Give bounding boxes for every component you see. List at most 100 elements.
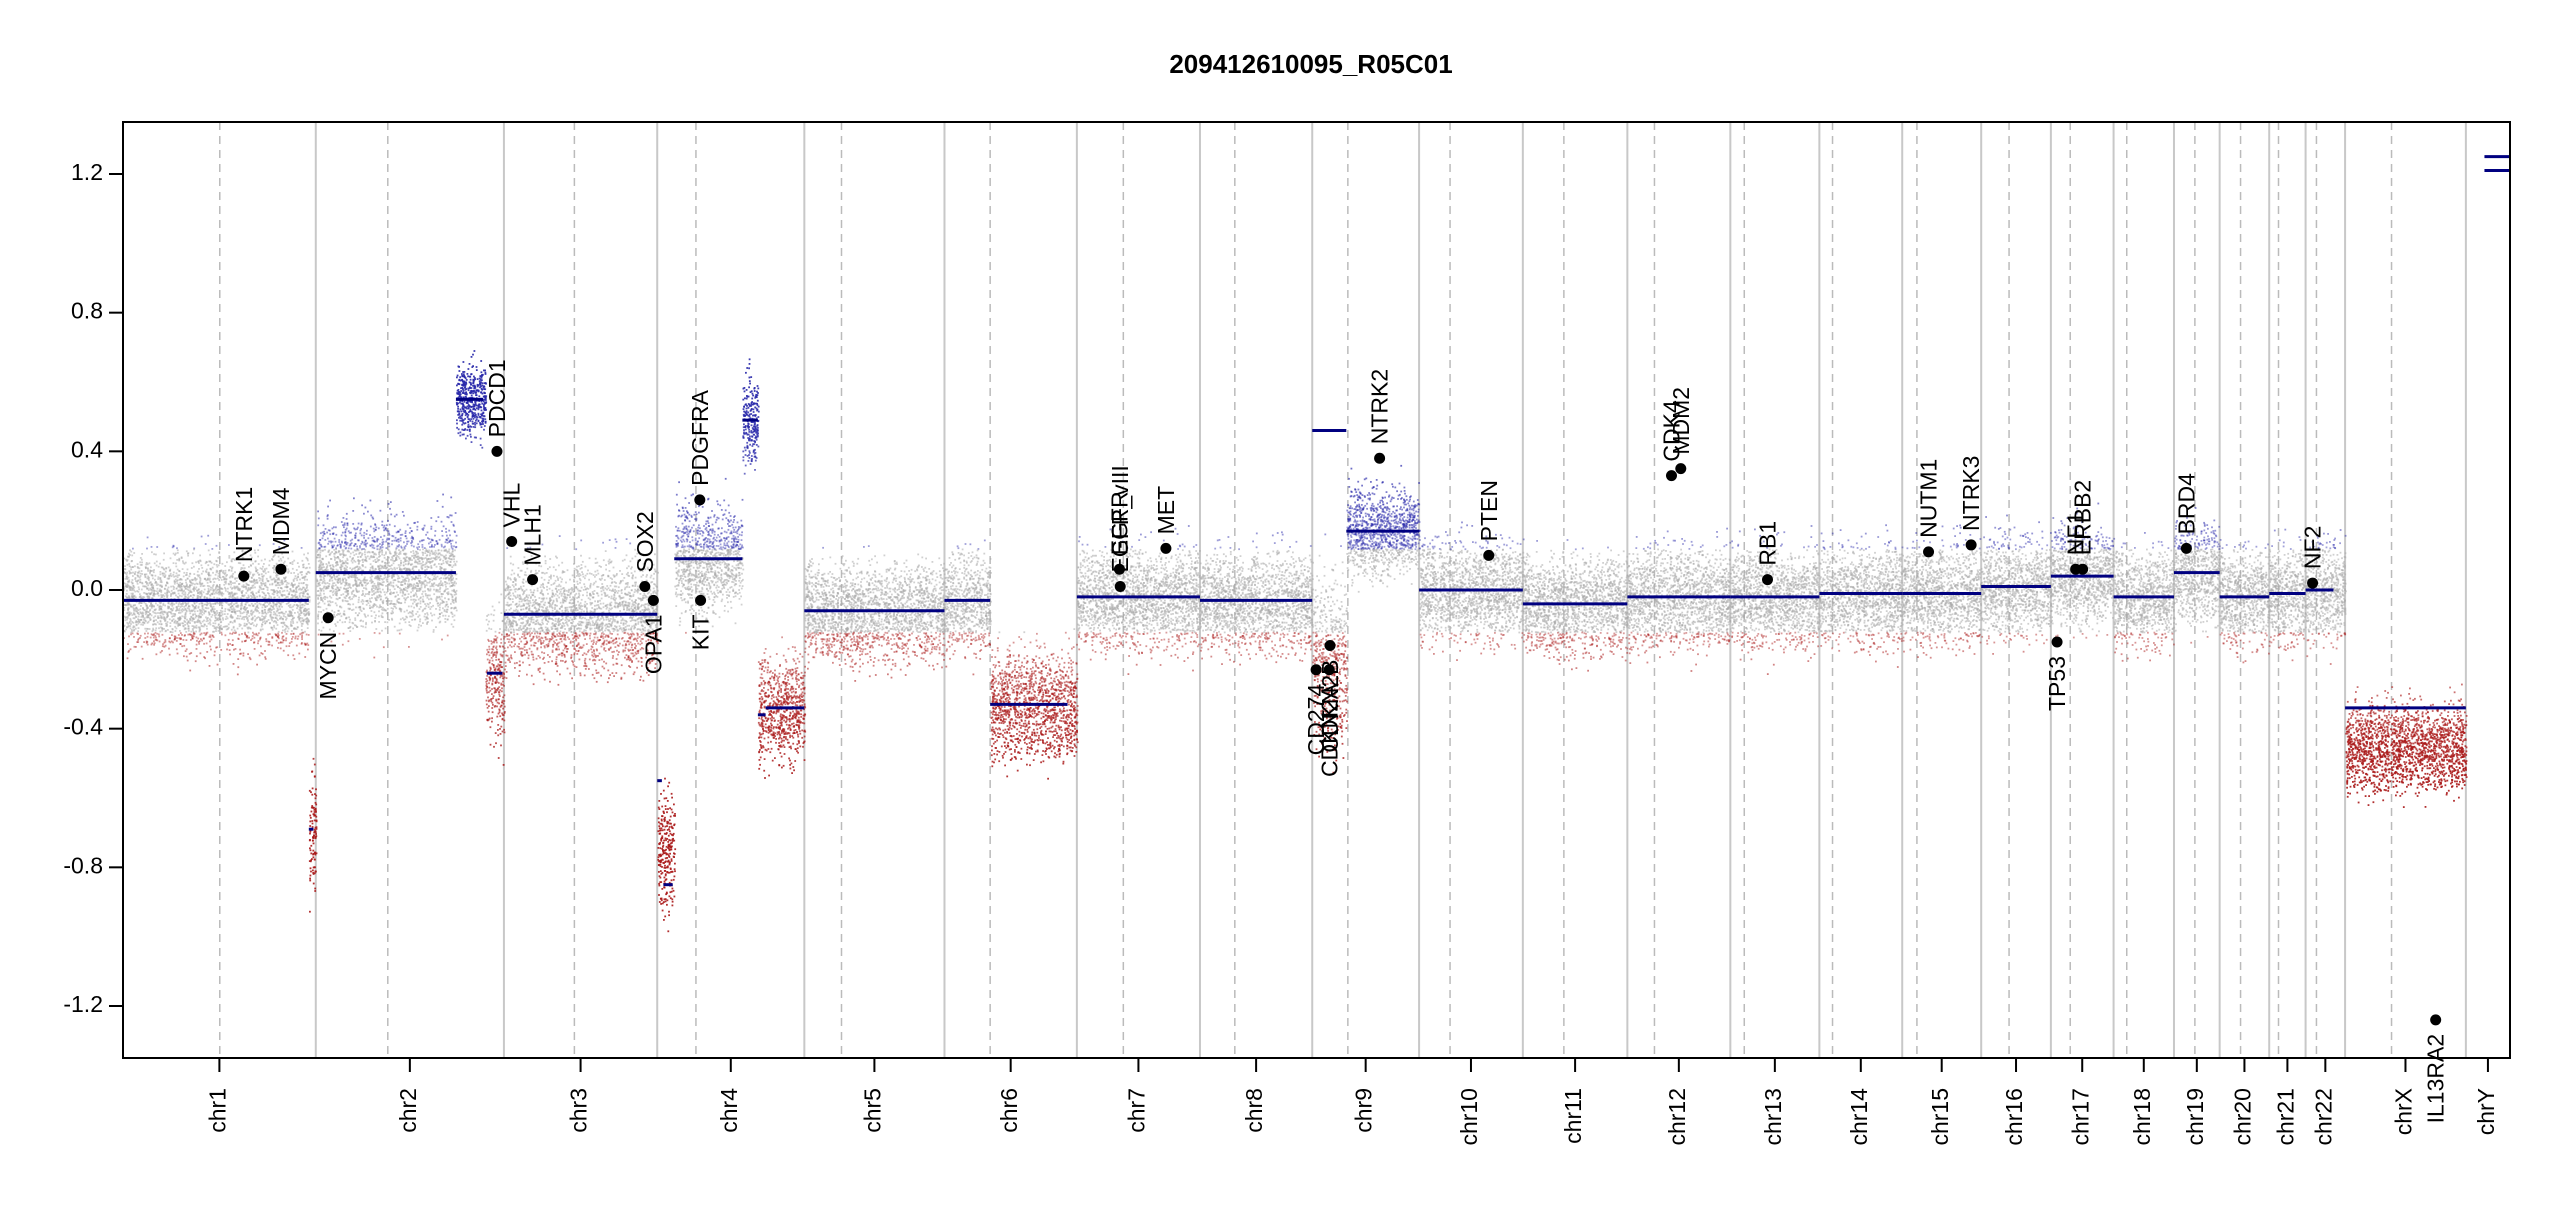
probe-point — [178, 612, 180, 614]
probe-point — [147, 576, 149, 578]
probe-point — [422, 552, 424, 554]
probe-point — [191, 634, 193, 636]
probe-point — [186, 550, 188, 552]
probe-point — [232, 644, 234, 646]
probe-point — [302, 595, 304, 597]
probe-point — [168, 603, 170, 605]
probe-point — [346, 544, 348, 546]
probe-point — [314, 775, 316, 777]
probe-point — [129, 625, 131, 627]
probe-point — [183, 645, 185, 647]
probe-point — [253, 585, 255, 587]
probe-point — [352, 623, 354, 625]
probe-point — [447, 542, 449, 544]
probe-point — [323, 566, 325, 568]
probe-point — [197, 619, 199, 621]
probe-point — [303, 591, 305, 593]
probe-point — [301, 643, 303, 645]
probe-point — [296, 628, 298, 630]
probe-point — [426, 612, 428, 614]
probe-point — [357, 569, 359, 571]
probe-point — [173, 603, 175, 605]
probe-point — [317, 598, 319, 600]
probe-point — [133, 630, 135, 632]
probe-point — [390, 568, 392, 570]
probe-point — [416, 566, 418, 568]
probe-point — [392, 603, 394, 605]
probe-point — [194, 588, 196, 590]
probe-point — [150, 637, 152, 639]
probe-point — [188, 625, 190, 627]
probe-point — [352, 523, 354, 525]
probe-point — [162, 628, 164, 630]
probe-point — [426, 555, 428, 557]
probe-point — [349, 619, 351, 621]
probe-point — [415, 594, 417, 596]
probe-point — [372, 547, 374, 549]
probe-point — [261, 626, 263, 628]
probe-point — [313, 835, 315, 837]
probe-point — [218, 594, 220, 596]
probe-point — [263, 616, 265, 618]
probe-point — [237, 605, 239, 607]
probe-point — [227, 591, 229, 593]
probe-point — [132, 572, 134, 574]
probe-point — [170, 573, 172, 575]
probe-point — [397, 630, 399, 632]
probe-point — [165, 625, 167, 627]
probe-point — [292, 618, 294, 620]
probe-point — [417, 616, 419, 618]
probe-point — [330, 590, 332, 592]
probe-point — [251, 618, 253, 620]
probe-point — [340, 594, 342, 596]
probe-point — [431, 585, 433, 587]
probe-point — [343, 610, 345, 612]
probe-point — [248, 566, 250, 568]
probe-point — [321, 562, 323, 564]
probe-point — [212, 572, 214, 574]
probe-point — [238, 588, 240, 590]
probe-point — [157, 615, 159, 617]
probe-point — [212, 603, 214, 605]
probe-point — [204, 610, 206, 612]
probe-point — [194, 602, 196, 604]
probe-point — [449, 586, 451, 588]
probe-point — [204, 596, 206, 598]
probe-point — [371, 551, 373, 553]
probe-point — [188, 630, 190, 632]
probe-point — [157, 578, 159, 580]
probe-point — [351, 574, 353, 576]
probe-point — [403, 562, 405, 564]
probe-point — [370, 567, 372, 569]
probe-point — [388, 583, 390, 585]
probe-point — [198, 568, 200, 570]
probe-point — [314, 820, 316, 822]
probe-point — [145, 586, 147, 588]
probe-point — [343, 545, 345, 547]
probe-point — [307, 558, 309, 560]
probe-point — [430, 517, 432, 519]
probe-point — [144, 574, 146, 576]
probe-point — [177, 653, 179, 655]
probe-point — [191, 579, 193, 581]
probe-point — [156, 584, 158, 586]
probe-point — [302, 564, 304, 566]
probe-point — [176, 637, 178, 639]
probe-point — [304, 579, 306, 581]
probe-point — [276, 611, 278, 613]
probe-point — [252, 632, 254, 634]
probe-point — [343, 633, 345, 635]
probe-point — [448, 599, 450, 601]
probe-point — [153, 571, 155, 573]
probe-point — [145, 613, 147, 615]
probe-point — [251, 577, 253, 579]
probe-point — [381, 544, 383, 546]
probe-point — [429, 590, 431, 592]
probe-point — [306, 567, 308, 569]
probe-point — [247, 597, 249, 599]
probe-point — [126, 586, 128, 588]
probe-point — [437, 500, 439, 502]
probe-point — [170, 631, 172, 633]
probe-point — [324, 598, 326, 600]
